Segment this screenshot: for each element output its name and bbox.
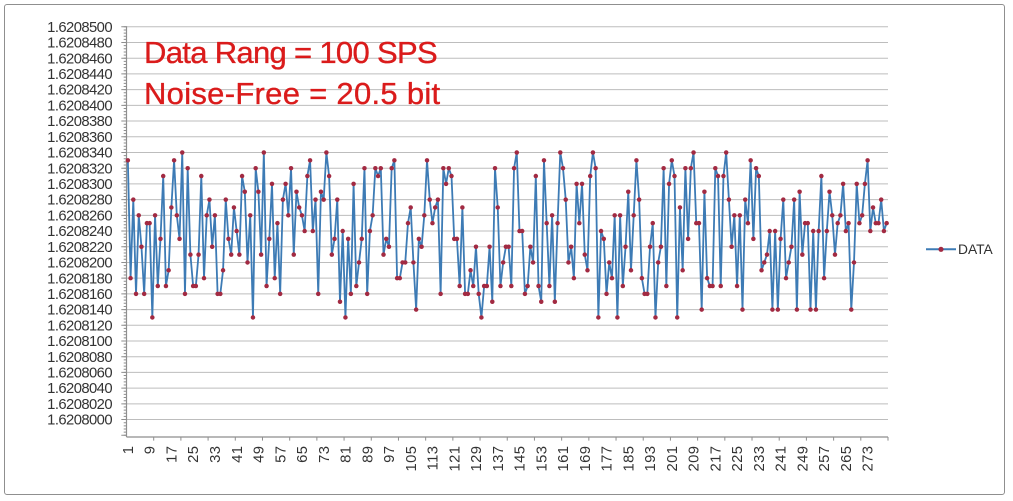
svg-text:193: 193 xyxy=(643,446,659,472)
svg-text:1.6208240: 1.6208240 xyxy=(47,224,112,240)
svg-text:201: 201 xyxy=(665,446,681,472)
svg-text:1.6208020: 1.6208020 xyxy=(47,397,112,413)
svg-text:1.6208060: 1.6208060 xyxy=(47,366,112,382)
svg-text:1.6208260: 1.6208260 xyxy=(47,208,112,224)
svg-text:1.6208120: 1.6208120 xyxy=(47,318,112,334)
svg-text:1.6208480: 1.6208480 xyxy=(47,36,112,52)
svg-text:1.6208320: 1.6208320 xyxy=(47,161,112,177)
svg-text:1.6208280: 1.6208280 xyxy=(47,193,112,209)
svg-text:49: 49 xyxy=(252,446,268,463)
svg-text:25: 25 xyxy=(186,446,202,463)
svg-text:137: 137 xyxy=(491,446,507,472)
svg-text:225: 225 xyxy=(730,446,746,472)
svg-text:81: 81 xyxy=(339,446,355,463)
svg-text:1.6208500: 1.6208500 xyxy=(47,20,112,36)
svg-text:33: 33 xyxy=(208,446,224,463)
svg-text:129: 129 xyxy=(469,446,485,472)
svg-text:1.6208160: 1.6208160 xyxy=(47,287,112,303)
svg-text:169: 169 xyxy=(578,446,594,472)
svg-text:113: 113 xyxy=(426,446,442,471)
svg-text:249: 249 xyxy=(795,446,811,472)
svg-text:1.6208420: 1.6208420 xyxy=(47,83,112,99)
svg-text:1.6208100: 1.6208100 xyxy=(47,334,112,350)
svg-text:DATA: DATA xyxy=(958,242,994,257)
svg-text:121: 121 xyxy=(447,446,463,472)
svg-text:9: 9 xyxy=(143,446,159,455)
svg-text:1.6208460: 1.6208460 xyxy=(47,51,112,67)
svg-text:209: 209 xyxy=(687,446,703,472)
svg-text:1.6208000: 1.6208000 xyxy=(47,413,112,429)
svg-text:1.6208300: 1.6208300 xyxy=(47,177,112,193)
svg-text:1.6208360: 1.6208360 xyxy=(47,130,112,146)
svg-text:97: 97 xyxy=(382,446,398,463)
svg-text:1.6208140: 1.6208140 xyxy=(47,303,112,319)
svg-text:73: 73 xyxy=(317,446,333,463)
svg-text:233: 233 xyxy=(752,446,768,472)
svg-text:1: 1 xyxy=(121,446,137,455)
svg-text:145: 145 xyxy=(513,446,529,472)
svg-text:1.6208400: 1.6208400 xyxy=(47,98,112,114)
svg-text:1.6208080: 1.6208080 xyxy=(47,350,112,366)
svg-text:105: 105 xyxy=(404,446,420,472)
svg-text:1.6208180: 1.6208180 xyxy=(47,271,112,287)
svg-text:161: 161 xyxy=(556,446,572,472)
svg-text:153: 153 xyxy=(534,446,550,472)
svg-text:17: 17 xyxy=(164,446,180,463)
svg-text:1.6208040: 1.6208040 xyxy=(47,381,112,397)
svg-text:1.6208440: 1.6208440 xyxy=(47,67,112,83)
svg-text:1.6208340: 1.6208340 xyxy=(47,146,112,162)
svg-text:273: 273 xyxy=(861,446,877,472)
svg-text:177: 177 xyxy=(600,446,616,472)
svg-text:241: 241 xyxy=(774,446,790,472)
svg-text:89: 89 xyxy=(360,446,376,463)
svg-text:1.6208220: 1.6208220 xyxy=(47,240,112,256)
svg-text:1.6208200: 1.6208200 xyxy=(47,256,112,272)
svg-text:185: 185 xyxy=(621,446,637,472)
svg-text:1.6208380: 1.6208380 xyxy=(47,114,112,130)
svg-text:65: 65 xyxy=(295,446,311,463)
svg-text:265: 265 xyxy=(839,446,855,472)
svg-text:217: 217 xyxy=(708,446,724,472)
svg-text:57: 57 xyxy=(273,446,289,463)
svg-text:257: 257 xyxy=(817,446,833,472)
svg-text:41: 41 xyxy=(230,446,246,463)
